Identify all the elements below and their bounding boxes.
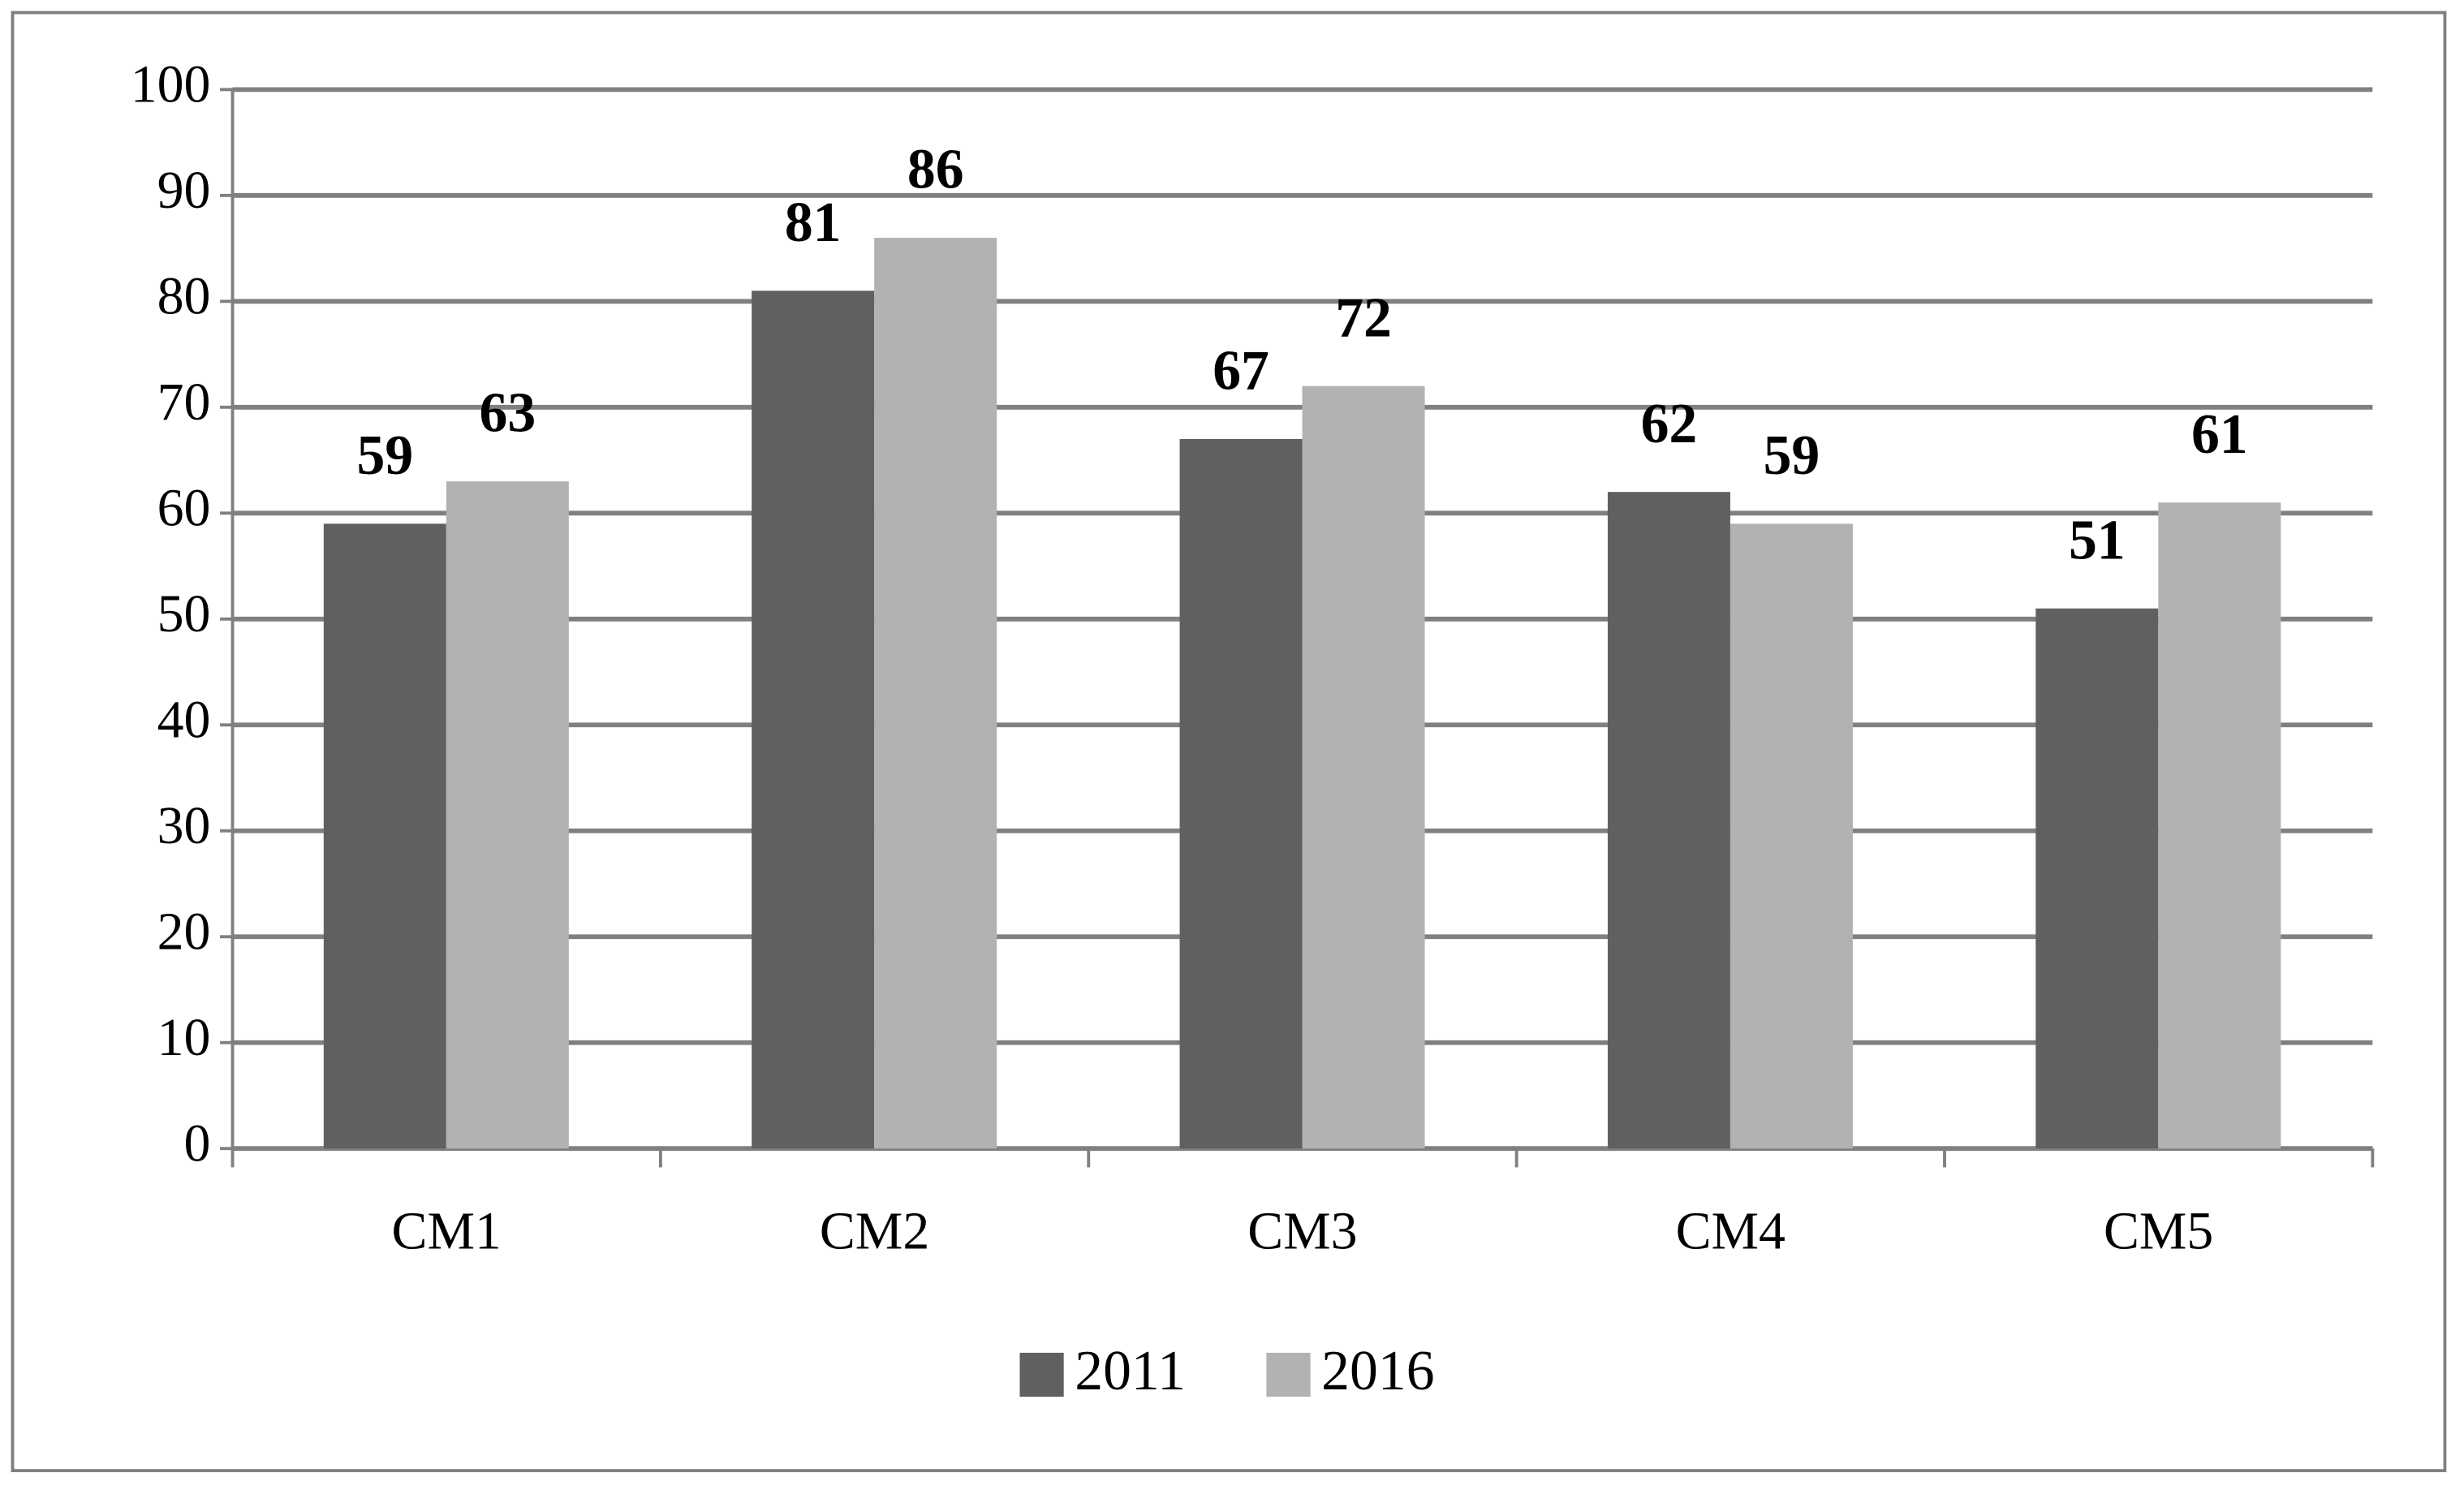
data-label: 51 [2069, 509, 2126, 571]
data-label: 86 [907, 139, 964, 201]
y-tick-label: 40 [157, 690, 211, 749]
y-tick-label: 100 [131, 54, 211, 114]
y-tick-label: 80 [157, 266, 211, 325]
x-tick-label: CM2 [820, 1202, 929, 1261]
y-tick-label: 0 [184, 1113, 211, 1173]
data-label: 62 [1641, 393, 1698, 455]
bar [1607, 492, 1730, 1149]
x-tick-label: CM4 [1676, 1202, 1786, 1261]
data-label: 59 [356, 424, 413, 487]
bar [323, 523, 446, 1149]
data-label: 72 [1335, 286, 1392, 349]
data-label: 63 [479, 382, 536, 445]
bar [1179, 438, 1303, 1149]
data-label: 59 [1764, 424, 1820, 487]
x-tick-label: CM5 [2104, 1202, 2213, 1261]
legend-label: 2011 [1075, 1340, 1186, 1402]
bar [752, 291, 875, 1149]
y-tick-label: 30 [157, 796, 211, 855]
bar [874, 238, 997, 1149]
y-tick-label: 20 [157, 902, 211, 961]
legend-swatch [1019, 1352, 1064, 1397]
legend-label: 2016 [1321, 1340, 1434, 1402]
y-tick-label: 70 [157, 372, 211, 432]
x-tick-label: CM1 [392, 1202, 502, 1261]
y-tick-label: 90 [157, 161, 211, 220]
bar [1730, 523, 1853, 1149]
bar [446, 481, 569, 1149]
y-tick-label: 60 [157, 478, 211, 537]
legend-swatch [1266, 1352, 1311, 1397]
data-label: 61 [2191, 403, 2248, 466]
data-label: 81 [785, 192, 842, 254]
y-tick-label: 10 [157, 1008, 211, 1067]
y-tick-label: 50 [157, 584, 211, 644]
bar [1302, 385, 1425, 1149]
x-tick-label: CM3 [1247, 1202, 1357, 1261]
bar [2158, 502, 2281, 1149]
bar [2035, 608, 2159, 1149]
data-label: 67 [1213, 340, 1269, 403]
